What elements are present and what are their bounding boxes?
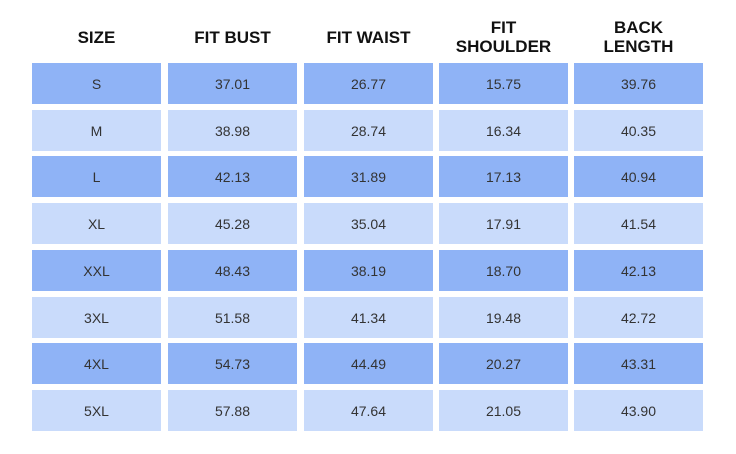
table-cell: 15.75 bbox=[439, 63, 568, 104]
table-cell: 37.01 bbox=[168, 63, 297, 104]
table-cell: 54.73 bbox=[168, 343, 297, 384]
table-cell: 40.94 bbox=[574, 156, 703, 197]
table-cell: 48.43 bbox=[168, 250, 297, 291]
table-cell: 21.05 bbox=[439, 390, 568, 431]
table-cell: 4XL bbox=[32, 343, 161, 384]
table-cell: 19.48 bbox=[439, 297, 568, 338]
table-cell: 35.04 bbox=[304, 203, 433, 244]
table-cell: 42.13 bbox=[168, 156, 297, 197]
table-cell: 43.90 bbox=[574, 390, 703, 431]
table-cell: S bbox=[32, 63, 161, 104]
column-header: FIT WAIST bbox=[326, 27, 411, 47]
column-header: FIT SHOULDER bbox=[455, 18, 552, 56]
table-cell: 17.91 bbox=[439, 203, 568, 244]
table-cell: 42.72 bbox=[574, 297, 703, 338]
table-cell: 41.54 bbox=[574, 203, 703, 244]
table-cell: XL bbox=[32, 203, 161, 244]
table-cell: 18.70 bbox=[439, 250, 568, 291]
table-cell: M bbox=[32, 110, 161, 151]
table-cell: 41.34 bbox=[304, 297, 433, 338]
table-cell: 5XL bbox=[32, 390, 161, 431]
table-cell: L bbox=[32, 156, 161, 197]
table-cell: 38.98 bbox=[168, 110, 297, 151]
table-cell: 42.13 bbox=[574, 250, 703, 291]
table-cell: 44.49 bbox=[304, 343, 433, 384]
column-header: SIZE bbox=[77, 27, 116, 47]
table-cell: 3XL bbox=[32, 297, 161, 338]
table-cell: 57.88 bbox=[168, 390, 297, 431]
table-cell: 20.27 bbox=[439, 343, 568, 384]
table-cell: 28.74 bbox=[304, 110, 433, 151]
table-cell: 40.35 bbox=[574, 110, 703, 151]
column-header: FIT BUST bbox=[194, 27, 271, 47]
table-cell: 17.13 bbox=[439, 156, 568, 197]
table-cell: 16.34 bbox=[439, 110, 568, 151]
table-cell: 39.76 bbox=[574, 63, 703, 104]
table-cell: 51.58 bbox=[168, 297, 297, 338]
table-cell: 45.28 bbox=[168, 203, 297, 244]
table-cell: 43.31 bbox=[574, 343, 703, 384]
table-cell: 47.64 bbox=[304, 390, 433, 431]
table-cell: XXL bbox=[32, 250, 161, 291]
table-cell: 31.89 bbox=[304, 156, 433, 197]
column-header: BACK LENGTH bbox=[603, 18, 674, 56]
table-cell: 26.77 bbox=[304, 63, 433, 104]
table-cell: 38.19 bbox=[304, 250, 433, 291]
